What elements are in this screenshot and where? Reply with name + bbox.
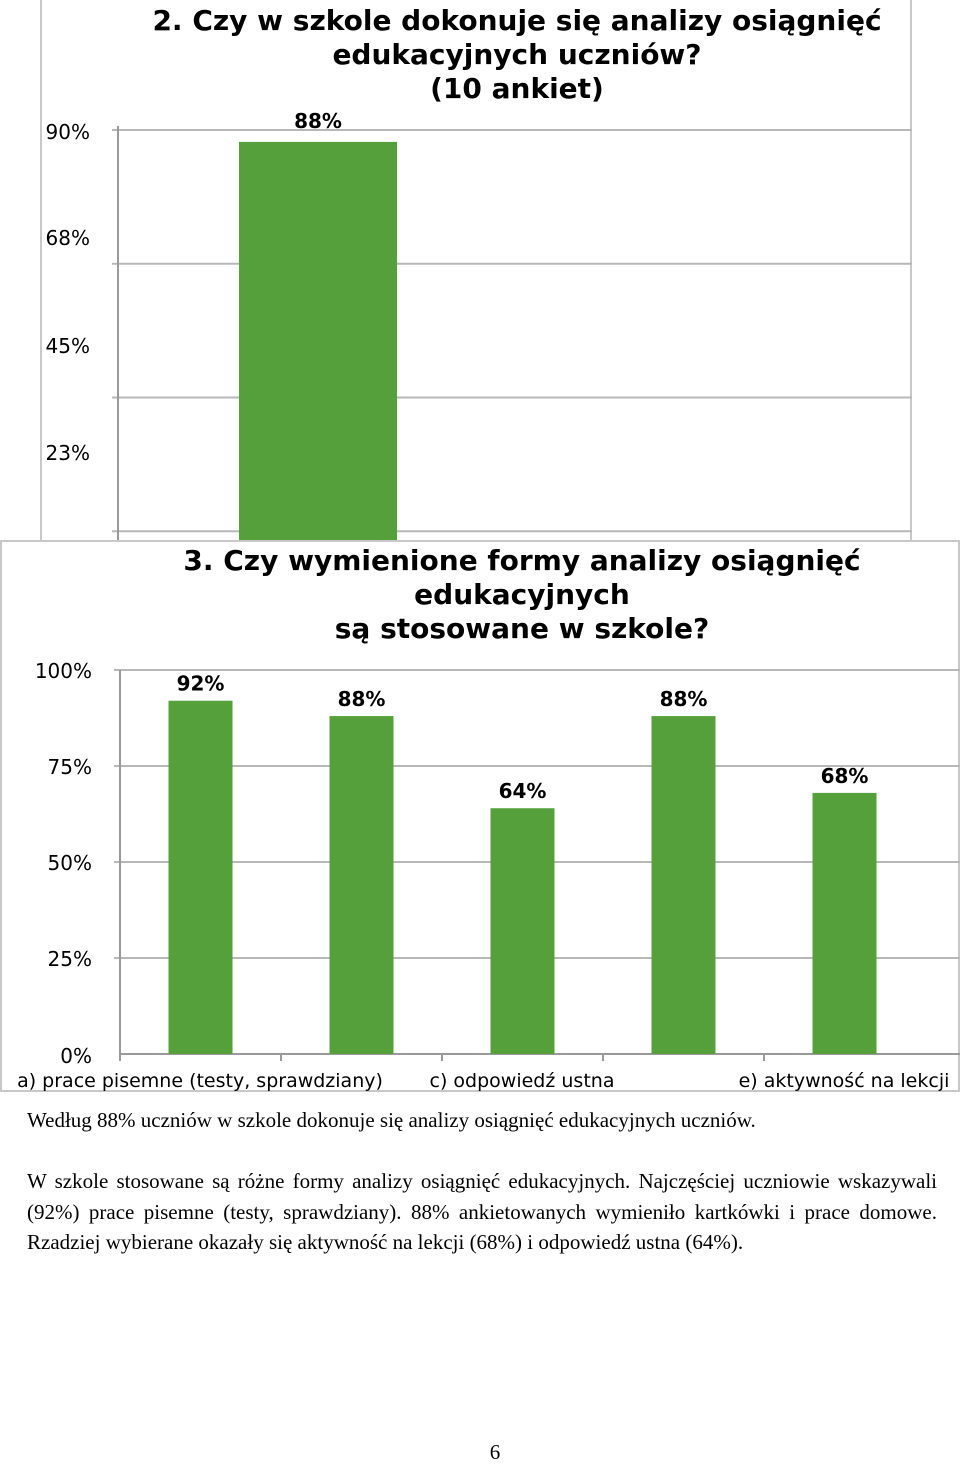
chart-3-title-line-3: są stosowane w szkole? <box>335 612 709 645</box>
chart-2-title-line-1: 2. Czy w szkole dokonuje się analizy osi… <box>152 4 881 37</box>
chart-3-category-label: e) aktywność na lekcji <box>739 1070 950 1092</box>
chart-3-svg: 3. Czy wymienione formy analizy osiągnię… <box>17 544 960 1092</box>
chart-3-bar <box>168 700 233 1054</box>
chart-3-data-label: 64% <box>499 779 547 803</box>
summary-paragraph-1: Według 88% uczniów w szkole dokonuje się… <box>27 1108 756 1132</box>
chart-2-data-label: 88% <box>294 109 342 133</box>
chart-3-data-label: 68% <box>821 764 869 788</box>
summary-paragraph-2: W szkole stosowane są różne formy analiz… <box>27 1169 937 1254</box>
chart-3-bar <box>651 716 716 1054</box>
chart-3-forms: 3. Czy wymienione formy analizy osiągnię… <box>0 540 960 1092</box>
chart-3-category-label: a) prace pisemne (testy, sprawdziany) <box>17 1070 383 1092</box>
page-number: 6 <box>489 1440 501 1464</box>
chart-3-ytick: 100% <box>35 659 92 683</box>
chart-3-data-label: 88% <box>660 687 708 711</box>
chart-3-title-line-1: 3. Czy wymienione formy analizy osiągnię… <box>183 544 860 577</box>
chart-2-bar <box>239 141 397 700</box>
chart-2-ytick: 45% <box>46 334 90 358</box>
chart-2-title-line-3: (10 ankiet) <box>430 72 604 105</box>
chart-3-bar <box>329 716 394 1054</box>
chart-3-ytick: 75% <box>48 755 92 779</box>
chart-3-ytick: 25% <box>48 947 92 971</box>
chart-2-title-line-2: edukacyjnych uczniów? <box>332 38 701 71</box>
chart-3-bar <box>490 808 555 1054</box>
chart-3-data-label: 92% <box>177 672 225 696</box>
chart-3-bar <box>812 792 877 1054</box>
chart-3-category-label: c) odpowiedź ustna <box>430 1070 615 1092</box>
chart-3-ytick: 0% <box>60 1044 92 1068</box>
chart-3-data-label: 88% <box>338 687 386 711</box>
chart-2-ytick: 90% <box>46 120 90 144</box>
chart-2-ytick: 23% <box>46 441 90 465</box>
chart-2-analysis: 2. Czy w szkole dokonuje się analizy osi… <box>40 0 912 700</box>
chart-3-title-line-2: edukacyjnych <box>414 578 630 611</box>
chart-2-ytick: 68% <box>46 226 90 250</box>
chart-2-svg: 2. Czy w szkole dokonuje się analizy osi… <box>46 4 912 700</box>
chart-3-ytick: 50% <box>48 851 92 875</box>
